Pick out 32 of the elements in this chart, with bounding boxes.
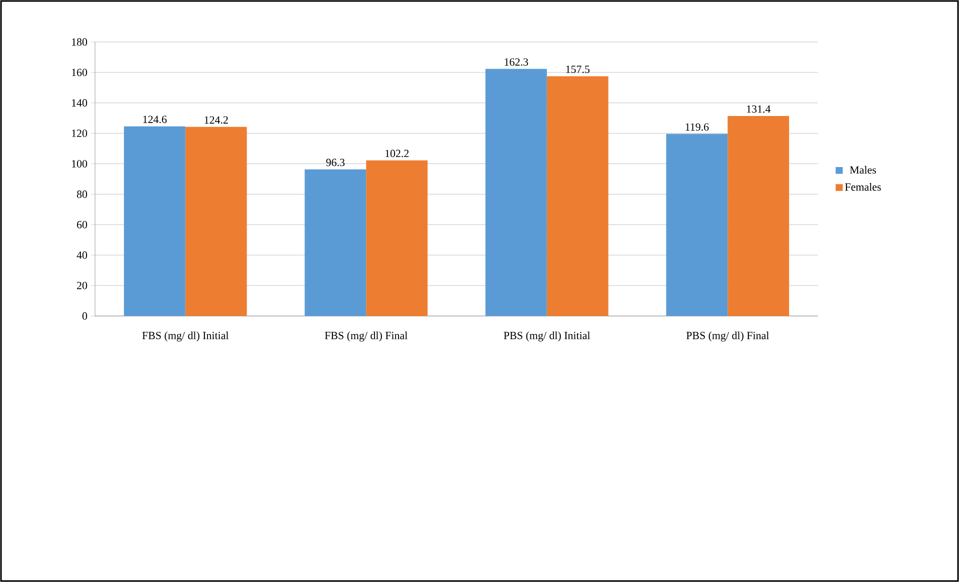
bar bbox=[124, 126, 186, 316]
data-label: 96.3 bbox=[326, 158, 345, 166]
y-tick-label: 100 bbox=[72, 160, 88, 168]
y-tick-label: 80 bbox=[76, 190, 88, 198]
bar bbox=[185, 126, 247, 316]
bar bbox=[485, 68, 547, 316]
x-tick-label: PBS (mg/ dl) Initial bbox=[504, 332, 590, 342]
legend-label: Males bbox=[850, 166, 876, 174]
y-tick-label: 60 bbox=[77, 220, 88, 228]
data-label: 124.6 bbox=[143, 116, 167, 124]
x-tick-label: PBS (mg/ dl) Final bbox=[686, 332, 769, 342]
data-label: 119.6 bbox=[686, 123, 709, 131]
data-label: 131.4 bbox=[747, 105, 771, 113]
legend-label: Females bbox=[845, 182, 881, 191]
y-tick-label: 0 bbox=[82, 312, 88, 320]
data-label: 157.5 bbox=[566, 66, 590, 74]
data-label: 124.2 bbox=[204, 116, 228, 124]
y-tick-label: 140 bbox=[72, 99, 88, 107]
data-label: 102.2 bbox=[386, 150, 409, 158]
bar bbox=[304, 169, 366, 316]
bar bbox=[728, 116, 790, 316]
y-tick-label: 180 bbox=[72, 38, 88, 46]
bar bbox=[666, 134, 728, 316]
x-tick-label: FBS (mg/ dl) Final bbox=[324, 332, 408, 342]
y-tick-label: 20 bbox=[77, 282, 88, 290]
data-label: 162.3 bbox=[504, 58, 528, 66]
y-tick-label: 120 bbox=[72, 130, 88, 138]
y-tick-label: 40 bbox=[76, 251, 88, 259]
bar bbox=[366, 160, 428, 316]
bar bbox=[546, 76, 608, 316]
y-tick-label: 160 bbox=[72, 68, 88, 76]
x-tick-label: FBS (mg/ dl) Initial bbox=[142, 332, 229, 342]
